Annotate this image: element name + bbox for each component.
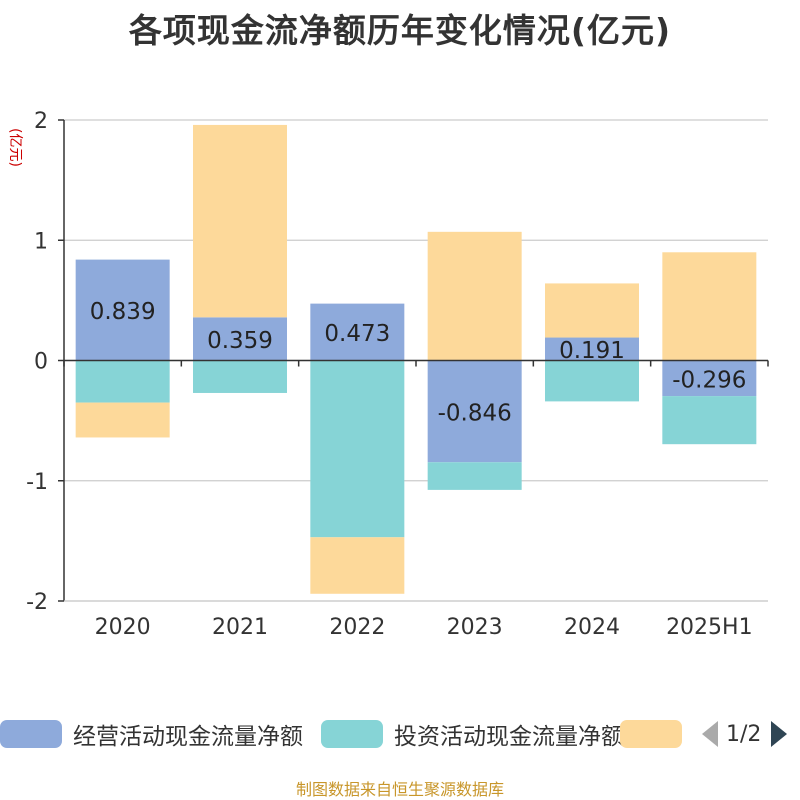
data-label: 0.359	[207, 328, 273, 354]
legend-item-investing[interactable]: 投资活动现金流量净额	[321, 714, 624, 754]
bar-investing-2024	[545, 360, 639, 402]
bar-investing-2025H1	[662, 396, 757, 445]
bar-operating-2024	[545, 337, 639, 361]
bar-financing-2024	[545, 283, 639, 338]
legend-label-operating: 经营活动现金流量净额	[73, 724, 303, 750]
bar-investing-2020	[75, 360, 170, 403]
bar-financing-2020	[75, 402, 170, 438]
data-label: -0.296	[672, 367, 746, 393]
bar-investing-2023	[427, 462, 522, 490]
legend-swatch-financing	[620, 720, 682, 748]
bar-operating-2022	[310, 303, 405, 361]
bar-operating-2025H1	[662, 360, 757, 397]
bar-investing-2022	[310, 360, 405, 538]
data-label: -0.846	[438, 400, 512, 426]
y-tick-label: 0	[34, 350, 48, 375]
bar-financing-2021	[193, 124, 287, 318]
bar-financing-2022	[310, 537, 405, 594]
legend-swatch-investing	[321, 720, 383, 748]
x-tick-label: 2025H1	[666, 615, 753, 640]
y-tick-label: 2	[34, 109, 48, 134]
bar-operating-2020	[75, 259, 170, 361]
data-label: 0.191	[559, 338, 625, 364]
x-tick-label: 2024	[564, 615, 620, 640]
x-tick-label: 2021	[212, 615, 268, 640]
bar-operating-2023	[427, 360, 522, 463]
legend-item-operating[interactable]: 经营活动现金流量净额	[0, 714, 303, 754]
bar-operating-2021	[193, 317, 287, 361]
source-note: 制图数据来自恒生聚源数据库	[295, 780, 504, 799]
arrow-right-icon[interactable]	[769, 719, 789, 749]
arrow-left-icon[interactable]	[700, 719, 720, 749]
legend: 经营活动现金流量净额 投资活动现金流量净额 1/2	[0, 714, 800, 754]
legend-swatch-operating	[0, 720, 62, 748]
x-tick-label: 2023	[447, 615, 503, 640]
legend-page-indicator: 1/2	[726, 721, 762, 747]
y-tick-label: 1	[34, 229, 48, 254]
y-tick-label: -1	[26, 470, 48, 495]
bar-financing-2025H1	[662, 252, 757, 361]
x-tick-label: 2020	[95, 615, 151, 640]
bar-investing-2021	[193, 360, 287, 393]
bar-chart: 2 1 0 -1 -2 0.839 0.359 0.473 -0.846 0.191 -0.296 2…	[26, 109, 769, 640]
data-label: 0.473	[324, 321, 390, 347]
y-tick-label: -2	[26, 590, 48, 615]
legend-pager: 1/2	[700, 714, 789, 754]
data-label: 0.839	[90, 299, 156, 325]
legend-label-investing: 投资活动现金流量净额	[394, 724, 624, 750]
legend-item-financing[interactable]	[620, 714, 693, 754]
chart-title: 各项现金流净额历年变化情况(亿元)	[128, 11, 672, 50]
x-tick-label: 2022	[329, 615, 385, 640]
bar-financing-2023	[427, 231, 522, 361]
